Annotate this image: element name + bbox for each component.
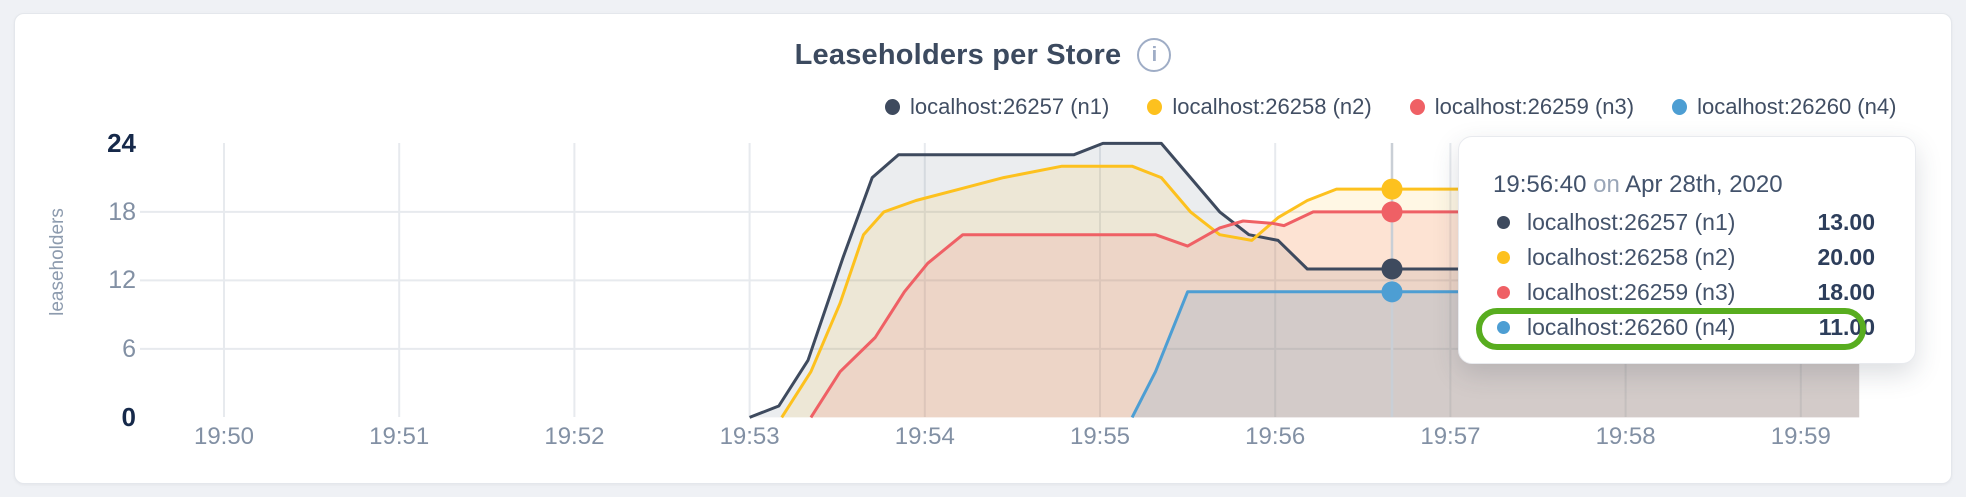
- legend-item[interactable]: localhost:26257 (n1): [885, 94, 1109, 120]
- tooltip-date: Apr 28th, 2020: [1625, 171, 1783, 198]
- tooltip-bullet-icon: [1497, 321, 1510, 334]
- tooltip-row-value: 11.00: [1818, 314, 1875, 340]
- chart-legend: localhost:26257 (n1) localhost:26258 (n2)…: [885, 94, 1896, 120]
- legend-label: localhost:26260 (n4): [1697, 94, 1897, 119]
- x-axis-tick-label: 19:50: [193, 423, 255, 450]
- series-line: [780, 164, 1860, 419]
- series-line: [809, 210, 1860, 419]
- y-axis-tick-label: 18: [108, 197, 136, 226]
- y-axis-tick-label: 6: [122, 334, 136, 363]
- x-axis-tick-label: 19:54: [894, 423, 955, 450]
- legend-dot-icon: [1672, 99, 1688, 115]
- x-axis-tick-label: 19:56: [1245, 423, 1306, 450]
- info-icon[interactable]: i: [1137, 38, 1172, 72]
- tooltip-on-word: on: [1593, 171, 1620, 198]
- tooltip-row-label: localhost:26259 (n3): [1527, 279, 1736, 305]
- x-axis-tick-label: 19:59: [1770, 423, 1831, 450]
- tooltip-timestamp: 19:56:40 on Apr 28th, 2020: [1493, 171, 1783, 199]
- tooltip-rows: localhost:26257 (n1) 13.00 localhost:26258…: [1459, 205, 1915, 345]
- tooltip-row-value: 13.00: [1817, 209, 1875, 235]
- tooltip-bullet-icon: [1497, 251, 1510, 264]
- y-axis-unit-label: leaseholders: [47, 208, 68, 316]
- tooltip-row: localhost:26260 (n4) 11.00: [1459, 310, 1915, 345]
- legend-item[interactable]: localhost:26260 (n4): [1672, 94, 1896, 120]
- y-axis-tick-label: 0: [121, 402, 136, 433]
- hover-point-dot: [1381, 258, 1403, 280]
- y-axis-tick-label: 24: [107, 128, 136, 159]
- y-axis-tick-label: 12: [108, 266, 136, 295]
- legend-label: localhost:26257 (n1): [910, 94, 1110, 119]
- x-axis-tick-label: 19:57: [1420, 423, 1481, 450]
- legend-label: localhost:26259 (n3): [1434, 94, 1635, 119]
- x-axis-tick-label: 19:55: [1069, 423, 1131, 450]
- legend-item[interactable]: localhost:26259 (n3): [1409, 94, 1635, 120]
- tooltip-row: localhost:26258 (n2) 20.00: [1459, 240, 1915, 275]
- x-axis-tick-label: 19:52: [544, 423, 605, 450]
- x-axis-tick-label: 19:51: [369, 423, 430, 450]
- legend-item[interactable]: localhost:26258 (n2): [1147, 94, 1372, 120]
- hover-point-dot: [1381, 178, 1403, 200]
- x-axis-tick-label: 19:58: [1595, 423, 1656, 450]
- hover-tooltip: 19:56:40 on Apr 28th, 2020 localhost:262…: [1458, 136, 1916, 364]
- tooltip-row-value: 18.00: [1817, 279, 1875, 305]
- tooltip-bullet-icon: [1497, 216, 1510, 229]
- legend-label: localhost:26258 (n2): [1172, 94, 1372, 119]
- page-title: Leaseholders per Store: [794, 38, 1122, 71]
- tooltip-row-label: localhost:26257 (n1): [1527, 209, 1736, 235]
- legend-dot-icon: [1147, 99, 1163, 115]
- tooltip-row-value: 20.00: [1817, 244, 1875, 270]
- tooltip-row-label: localhost:26260 (n4): [1527, 314, 1736, 340]
- x-axis-tick-label: 19:53: [719, 423, 780, 450]
- tooltip-row: localhost:26257 (n1) 13.00: [1459, 205, 1915, 240]
- tooltip-bullet-icon: [1497, 286, 1510, 299]
- hover-point-dot: [1381, 281, 1403, 303]
- legend-dot-icon: [885, 99, 900, 115]
- legend-dot-icon: [1409, 99, 1425, 115]
- tooltip-row-label: localhost:26258 (n2): [1527, 244, 1736, 270]
- tooltip-row: localhost:26259 (n3) 18.00: [1459, 275, 1915, 310]
- tooltip-time: 19:56:40: [1493, 171, 1587, 198]
- hover-point-dot: [1381, 201, 1403, 223]
- chart-header: Leaseholders per Store i: [0, 38, 1966, 72]
- series-line: [749, 141, 1860, 419]
